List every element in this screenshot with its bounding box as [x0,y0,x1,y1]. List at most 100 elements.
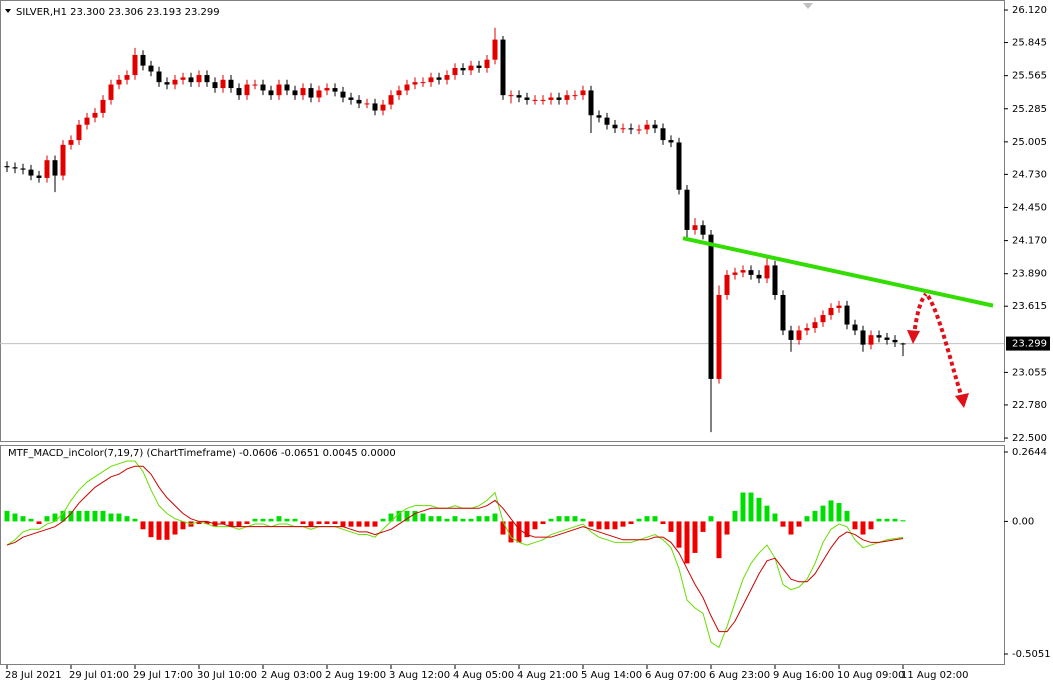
candle-body [780,294,786,331]
y-tick-label: -0.5051 [1012,649,1051,660]
y-tick-label: 24.730 [1012,169,1047,180]
histogram-bar [868,521,874,530]
candle-body [124,75,130,80]
histogram-bar [84,510,90,522]
histogram-bar [228,521,234,527]
candle-body [876,335,882,338]
y-tick-label: 25.285 [1012,104,1047,115]
candle-body [212,82,218,89]
y-tick-label: 26.120 [1012,5,1047,16]
histogram-bar [892,518,898,522]
collapse-icon[interactable] [5,9,11,13]
candle-body [340,91,346,98]
histogram-bar [340,521,346,527]
candle-body [724,274,730,295]
candle-body [372,103,378,111]
histogram-bar [708,516,714,522]
histogram-bar [724,521,730,535]
candle-body [164,82,170,85]
candle-body [204,75,210,83]
histogram-bar [692,521,698,553]
histogram-bar [68,510,74,522]
candle-body [284,84,290,91]
candle-body [772,265,778,295]
candle-body [140,54,146,66]
candle-body [228,79,234,89]
histogram-bar [132,518,138,522]
histogram-bar [276,516,282,522]
x-tick-label: 28 Jul 2021 [5,670,62,681]
candle-body [324,88,330,91]
candle-body [28,169,34,176]
candle-body [268,90,274,96]
histogram-bar [852,521,858,530]
candle-body [860,330,866,345]
candle-body [380,104,386,111]
histogram-bar [220,521,226,525]
candle-body [620,128,626,130]
histogram-bar [772,513,778,522]
candle-body [828,307,834,316]
candle-body [500,39,506,96]
histogram-bar [492,513,498,522]
histogram-bar [820,505,826,522]
candle-body [412,82,418,85]
candle-body [604,117,610,125]
histogram-bar [356,521,362,527]
histogram-bar [300,521,306,525]
histogram-bar [900,520,906,522]
histogram-bar [324,521,330,525]
histogram-bar [580,518,586,522]
candle-body [468,65,474,71]
candle-body [84,117,90,125]
histogram-bar [860,521,866,535]
histogram-bar [180,521,186,530]
candle-body [444,75,450,80]
candle-body [436,77,442,80]
histogram-bar [444,518,450,522]
y-tick-label: 25.565 [1012,71,1047,82]
candle-body [484,59,490,68]
candle-body [628,128,634,130]
candle-body [844,305,850,325]
candle-body [644,124,650,130]
candle-body [44,160,50,178]
candle-body [740,270,746,273]
histogram-bar [164,521,170,540]
candle-body [116,79,122,85]
histogram-bar [676,521,682,548]
y-tick-label: 24.450 [1012,202,1047,213]
candle-body [252,84,258,86]
candle-body [172,79,178,85]
candle-body [156,71,162,83]
candle-body [196,75,202,83]
histogram-bar [108,513,114,522]
candle-body [308,88,314,98]
histogram-bar [12,513,18,522]
candle-body [556,97,562,100]
candle-body [348,97,354,100]
candle-body [52,160,58,176]
candle-body [4,166,10,168]
candle-body [388,95,394,105]
histogram-bar [476,516,482,522]
x-tick-label: 9 Aug 16:00 [773,670,834,681]
y-tick-label: 23.055 [1012,367,1047,378]
histogram-bar [468,518,474,522]
candle-body [404,84,410,91]
histogram-bar [700,521,706,532]
histogram-bar [380,518,386,522]
candle-body [900,343,906,345]
histogram-bar [140,521,146,530]
x-tick-label: 6 Aug 23:00 [709,670,770,681]
histogram-bar [156,521,162,540]
candle-body [684,189,690,230]
histogram-bar [436,516,442,522]
histogram-bar [884,518,890,522]
candle-body [508,95,514,97]
y-tick-label: 23.890 [1012,269,1047,280]
candle-body [636,129,642,131]
histogram-bar [668,521,674,532]
